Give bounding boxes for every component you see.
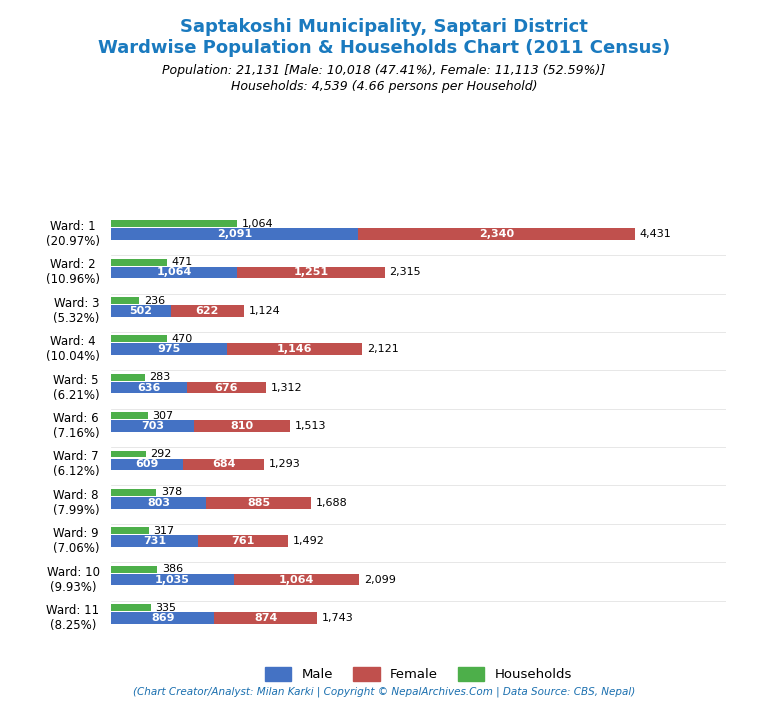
Bar: [111, 420, 194, 432]
Bar: [111, 258, 167, 266]
Bar: [111, 451, 146, 457]
Legend: Male, Female, Households: Male, Female, Households: [265, 667, 572, 682]
Text: 317: 317: [154, 526, 174, 536]
Text: Saptakoshi Municipality, Saptari District: Saptakoshi Municipality, Saptari Distric…: [180, 18, 588, 36]
Bar: [111, 267, 237, 278]
Text: 1,293: 1,293: [269, 459, 300, 469]
Text: 731: 731: [143, 536, 166, 546]
Bar: [111, 566, 157, 572]
Text: 1,513: 1,513: [295, 421, 326, 431]
Text: 307: 307: [152, 410, 174, 420]
Bar: [187, 382, 266, 393]
Text: 975: 975: [157, 344, 180, 354]
Text: 803: 803: [147, 498, 170, 508]
Bar: [111, 413, 147, 419]
Text: 2,340: 2,340: [479, 229, 515, 239]
Bar: [111, 305, 170, 317]
Text: 283: 283: [150, 372, 170, 382]
Text: 1,064: 1,064: [157, 268, 192, 278]
Text: 1,251: 1,251: [293, 268, 329, 278]
Bar: [237, 267, 385, 278]
Text: 874: 874: [254, 613, 277, 623]
Text: 622: 622: [196, 306, 219, 316]
Text: 502: 502: [130, 306, 153, 316]
Bar: [111, 297, 139, 304]
Text: 2,091: 2,091: [217, 229, 253, 239]
Text: Population: 21,131 [Male: 10,018 (47.41%), Female: 11,113 (52.59%)]: Population: 21,131 [Male: 10,018 (47.41%…: [162, 64, 606, 77]
Text: 636: 636: [137, 383, 161, 393]
Bar: [111, 604, 151, 611]
Bar: [207, 497, 311, 508]
Text: 1,688: 1,688: [316, 498, 347, 508]
Text: 1,064: 1,064: [279, 574, 314, 584]
Text: 386: 386: [162, 564, 183, 574]
Text: 609: 609: [136, 459, 159, 469]
Text: 335: 335: [156, 603, 177, 613]
Text: 471: 471: [172, 257, 193, 267]
Bar: [111, 344, 227, 355]
Bar: [111, 489, 156, 496]
Bar: [233, 574, 359, 585]
Text: 684: 684: [212, 459, 236, 469]
Bar: [111, 574, 233, 585]
Bar: [170, 305, 244, 317]
Text: 810: 810: [230, 421, 254, 431]
Bar: [111, 229, 359, 240]
Text: 1,146: 1,146: [276, 344, 312, 354]
Text: 1,743: 1,743: [322, 613, 354, 623]
Text: 2,121: 2,121: [366, 344, 399, 354]
Text: 761: 761: [231, 536, 254, 546]
Bar: [111, 528, 149, 534]
Bar: [184, 459, 264, 470]
Text: 378: 378: [161, 487, 182, 498]
Text: 1,312: 1,312: [271, 383, 303, 393]
Bar: [227, 344, 362, 355]
Bar: [194, 420, 290, 432]
Bar: [111, 382, 187, 393]
Bar: [111, 335, 167, 342]
Text: 236: 236: [144, 295, 165, 305]
Text: 292: 292: [151, 449, 172, 459]
Bar: [111, 535, 197, 547]
Bar: [359, 229, 635, 240]
Text: Households: 4,539 (4.66 persons per Household): Households: 4,539 (4.66 persons per Hous…: [230, 80, 538, 92]
Bar: [111, 612, 214, 623]
Text: 869: 869: [151, 613, 174, 623]
Bar: [111, 373, 145, 381]
Text: 4,431: 4,431: [640, 229, 671, 239]
Text: 885: 885: [247, 498, 270, 508]
Text: 1,492: 1,492: [293, 536, 324, 546]
Bar: [111, 220, 237, 227]
Text: 2,315: 2,315: [389, 268, 421, 278]
Text: 2,099: 2,099: [364, 574, 396, 584]
Bar: [214, 612, 317, 623]
Text: 1,064: 1,064: [242, 219, 273, 229]
Text: Wardwise Population & Households Chart (2011 Census): Wardwise Population & Households Chart (…: [98, 39, 670, 57]
Text: 676: 676: [215, 383, 238, 393]
Bar: [111, 497, 207, 508]
Text: (Chart Creator/Analyst: Milan Karki | Copyright © NepalArchives.Com | Data Sourc: (Chart Creator/Analyst: Milan Karki | Co…: [133, 687, 635, 697]
Text: 1,124: 1,124: [249, 306, 280, 316]
Text: 470: 470: [171, 334, 193, 344]
Text: 703: 703: [141, 421, 164, 431]
Bar: [197, 535, 288, 547]
Bar: [111, 459, 184, 470]
Text: 1,035: 1,035: [155, 574, 190, 584]
